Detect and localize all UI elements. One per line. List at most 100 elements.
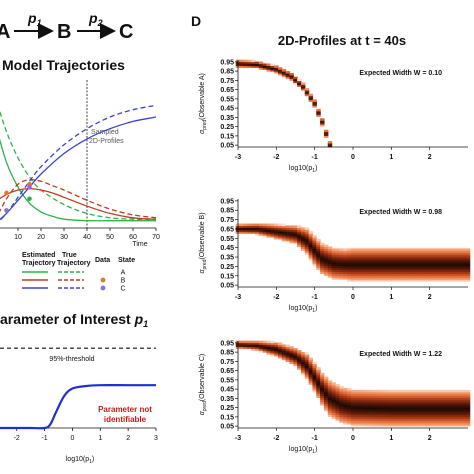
heatmap-cell — [419, 263, 425, 267]
heatmap-cell — [350, 263, 356, 267]
heatmap-cell — [362, 406, 367, 410]
heatmap-cell — [458, 265, 463, 269]
heatmap-cell — [335, 248, 340, 251]
heatmap-cell — [423, 259, 429, 263]
heatmap-cell — [389, 405, 394, 408]
heatmap-cell — [316, 263, 321, 267]
heatmap-cell — [427, 259, 432, 263]
heatmap-cell — [320, 122, 325, 125]
heatmap-cell — [308, 258, 314, 261]
heatmap-cell — [446, 248, 452, 251]
heatmap-cell — [270, 67, 275, 70]
heatmap-cell — [346, 420, 352, 423]
heatmap-cell — [323, 408, 329, 412]
heatmap-cell — [266, 235, 271, 238]
heatmap-cell — [389, 395, 394, 399]
heatmap-cell — [396, 277, 402, 280]
heatmap-cell — [396, 405, 402, 408]
heatmap-a: 0.950.850.750.650.550.450.350.250.150.05… — [199, 59, 468, 174]
heatmap-cell — [350, 406, 356, 410]
heatmap-cell — [247, 231, 252, 234]
heatmap-cell — [308, 246, 314, 250]
heatmap-cell — [396, 408, 402, 412]
heatmap-cell — [320, 261, 325, 265]
heatmap-cell — [423, 401, 429, 404]
heatmap-cell — [358, 418, 363, 421]
heatmap-cell — [300, 82, 306, 85]
heatmap-cell — [373, 279, 379, 282]
heatmap-cell — [423, 422, 429, 425]
traj-x-tick-label: 40 — [83, 234, 91, 241]
heatmap-cell — [366, 267, 371, 271]
heatmap-cell — [427, 416, 432, 419]
heatmap-cell — [415, 423, 421, 427]
heatmap-cell — [281, 238, 287, 242]
heatmap-cell — [258, 227, 264, 230]
heatmap-cell — [423, 397, 429, 400]
heatmap-cell — [262, 346, 268, 349]
heatmap-cell — [438, 408, 444, 412]
heatmap-c: 0.950.850.750.650.550.450.350.250.150.05… — [199, 340, 471, 455]
heatmap-cell — [427, 401, 432, 404]
heatmap-cell — [381, 406, 386, 410]
rate-1-label: p1 — [27, 10, 42, 28]
heatmap-x-tick-label: 1 — [389, 294, 393, 301]
heatmap-cell — [427, 391, 432, 395]
heatmap-cell — [373, 414, 379, 417]
heatmap-cell — [243, 340, 248, 344]
heatmap-cell — [354, 263, 360, 267]
heatmap-cell — [300, 236, 306, 240]
heatmap-cell — [438, 258, 444, 261]
heatmap-cell — [427, 422, 432, 425]
heatmap-cell — [465, 261, 471, 265]
heatmap-cell — [412, 397, 417, 400]
heatmap-cell — [458, 412, 463, 416]
heatmap-cell — [300, 370, 306, 374]
heatmap-cell — [362, 395, 367, 399]
heatmap-cell — [373, 423, 379, 427]
heatmap-cell — [262, 342, 268, 346]
heatmap-cell — [461, 269, 467, 272]
heatmap-cell — [293, 355, 298, 359]
heatmap-cell — [308, 256, 314, 259]
heatmap-cell — [270, 63, 275, 66]
heatmap-cell — [327, 256, 333, 259]
heatmap-y-tick-label: 0.15 — [220, 133, 234, 140]
heatmap-cell — [297, 233, 302, 236]
heatmap-cell — [404, 248, 409, 251]
heatmap-cell — [408, 273, 413, 276]
heatmap-cell — [423, 399, 429, 402]
heatmap-cell — [304, 231, 310, 234]
heatmap-cell — [446, 395, 452, 399]
heatmap-cell — [377, 391, 383, 395]
heatmap-cell — [385, 401, 390, 404]
heatmap-cell — [350, 416, 356, 419]
heatmap-cell — [362, 393, 367, 397]
heatmap-cell — [243, 65, 248, 68]
heatmap-cell — [415, 265, 421, 269]
heatmap-cell — [308, 365, 314, 368]
heatmap-cell — [458, 405, 463, 408]
heatmap-cell — [389, 391, 394, 395]
heatmap-cell — [350, 250, 356, 253]
heatmap-cell — [362, 265, 367, 269]
heatmap-cell — [442, 263, 448, 267]
heatmap-cell — [412, 412, 417, 416]
heatmap-cell — [274, 69, 279, 72]
heatmap-cell — [369, 275, 375, 278]
heatmap-cell — [335, 269, 340, 272]
heatmap-cell — [389, 259, 394, 263]
heatmap-cell — [389, 406, 394, 410]
heatmap-cell — [465, 420, 471, 423]
heatmap-cell — [258, 342, 264, 346]
heatmap-cell — [415, 406, 421, 410]
heatmap-cell — [461, 406, 467, 410]
heatmap-cell — [431, 389, 436, 393]
heatmap-y-tick-label: 0.55 — [220, 236, 234, 243]
heatmap-cell — [369, 423, 375, 427]
heatmap-cell — [343, 410, 348, 414]
heatmap-cell — [446, 403, 452, 406]
heatmap-cell — [408, 412, 413, 416]
heatmap-cell — [300, 365, 306, 368]
heatmap-cell — [427, 258, 432, 261]
